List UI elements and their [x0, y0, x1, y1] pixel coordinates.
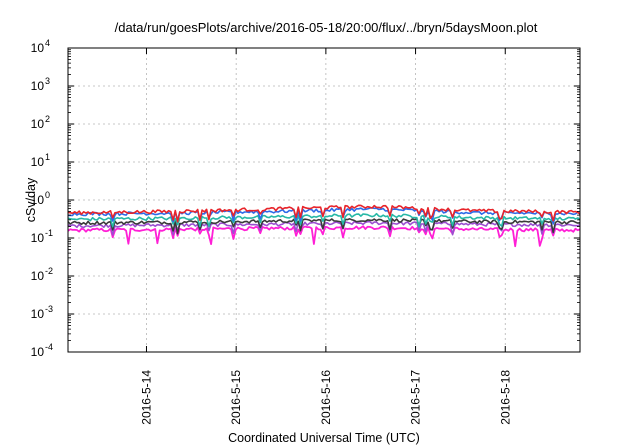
x-tick-label: 2016-5-14: [139, 370, 153, 425]
y-tick-exponent: -2: [45, 266, 53, 276]
x-tick-label: 2016-5-17: [409, 370, 423, 425]
x-tick-label: 2016-5-15: [229, 370, 243, 425]
y-tick-label: 10: [31, 41, 45, 55]
chart-title: /data/run/goesPlots/archive/2016-05-18/2…: [115, 20, 538, 35]
y-tick-label: 10: [31, 79, 45, 93]
y-tick-label: 10: [31, 231, 45, 245]
y-tick-exponent: -1: [45, 228, 53, 238]
y-tick-label: 10: [31, 269, 45, 283]
y-tick-label: 10: [31, 117, 45, 131]
series-line: [67, 212, 581, 228]
y-tick-exponent: 2: [45, 114, 50, 124]
series-layer: [67, 204, 581, 248]
x-tick-label: 2016-5-18: [498, 370, 512, 425]
x-tick-label: 2016-5-16: [319, 370, 333, 425]
y-tick-label: 10: [31, 307, 45, 321]
y-tick-exponent: -4: [45, 342, 53, 352]
y-tick-exponent: 3: [45, 76, 50, 86]
y-tick-exponent: 4: [45, 38, 50, 48]
series-line: [67, 225, 581, 248]
x-axis: 2016-5-14 2016-5-15 2016-5-16 2016-5-17 2016…: [139, 48, 512, 425]
y-tick-label: 10: [31, 155, 45, 169]
y-tick-label: 10: [31, 193, 45, 207]
y-axis-label: cSv/day: [24, 177, 38, 222]
series-line: [67, 204, 581, 223]
y-tick-exponent: 0: [45, 190, 50, 200]
y-tick-exponent: 1: [45, 152, 50, 162]
y-tick-label: 10: [31, 345, 45, 359]
grid: [68, 48, 580, 352]
y-tick-exponent: -3: [45, 304, 53, 314]
x-axis-label: Coordinated Universal Time (UTC): [228, 431, 420, 445]
